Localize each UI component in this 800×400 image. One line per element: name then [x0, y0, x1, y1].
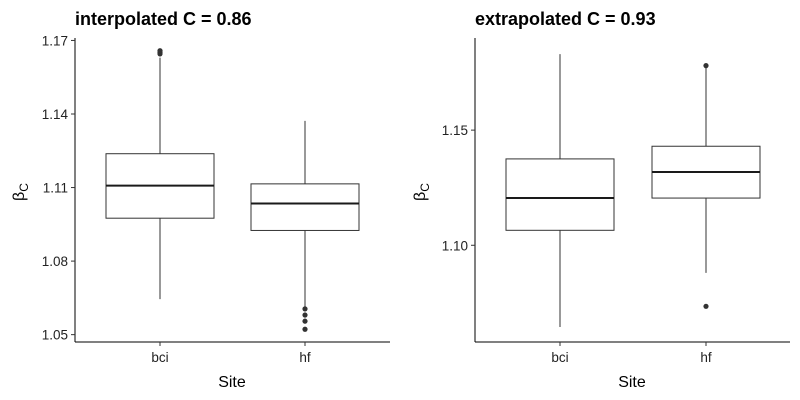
y-tick-label: 1.05	[42, 328, 68, 343]
y-axis-title-sub: C	[17, 183, 31, 192]
y-axis-title-main: β	[412, 192, 429, 201]
y-tick-label: 1.10	[442, 238, 468, 253]
y-tick-label: 1.08	[42, 254, 68, 269]
outlier-point	[703, 63, 709, 69]
y-axis-title-main: β	[11, 192, 28, 201]
x-axis-title: Site	[618, 374, 646, 391]
y-tick-label: 1.11	[43, 181, 68, 196]
x-axis-title: Site	[218, 374, 246, 391]
x-tick-label: bci	[551, 350, 568, 365]
x-tick-label: hf	[299, 350, 311, 365]
box-bci	[105, 48, 215, 300]
iqr-box	[250, 183, 360, 231]
outlier-point	[302, 318, 308, 324]
x-tick-label: hf	[700, 350, 712, 365]
panel-title: interpolated C = 0.86	[75, 9, 252, 29]
box-hf	[651, 63, 761, 309]
y-axis-title-sub: C	[418, 183, 432, 192]
outlier-point	[157, 48, 163, 54]
y-axis-title: βC	[11, 183, 31, 201]
y-axis-title: βC	[412, 183, 432, 201]
panel-title: extrapolated C = 0.93	[475, 9, 656, 29]
outlier-point	[703, 303, 709, 309]
outlier-point	[302, 312, 308, 318]
y-tick-label: 1.14	[42, 107, 69, 122]
y-tick-label: 1.17	[42, 33, 68, 48]
x-tick-label: bci	[151, 350, 168, 365]
iqr-box	[505, 158, 615, 231]
y-tick-label: 1.15	[442, 123, 468, 138]
box-hf	[250, 120, 360, 332]
outlier-point	[302, 306, 308, 312]
outlier-point	[302, 326, 308, 332]
panel-interpolated: interpolated C = 0.86 Site βC 1.05 1.08 1.…	[11, 9, 390, 391]
panel-extrapolated: extrapolated C = 0.93 Site βC 1.10 1.15 bc…	[412, 9, 790, 391]
box-bci	[505, 54, 615, 328]
